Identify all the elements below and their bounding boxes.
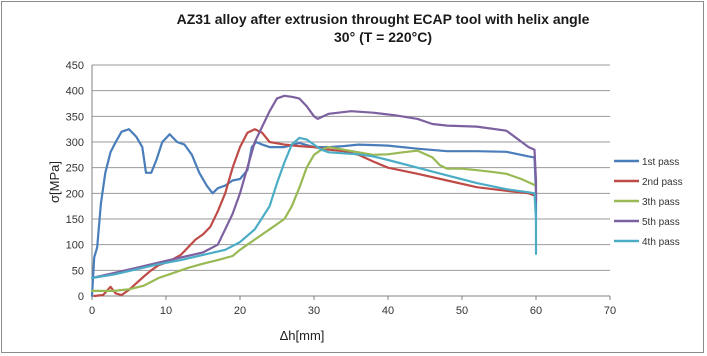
x-tick-label: 70 [604,305,616,317]
y-tick-label: 200 [66,188,84,200]
x-tick-label: 40 [382,305,394,317]
y-tick-label: 300 [66,137,84,149]
y-axis-title: σ[MPa] [47,161,62,203]
y-tick-label: 350 [66,111,84,123]
data-series [90,94,538,298]
series-line-1 [90,128,538,298]
y-tick-label: 50 [72,265,84,277]
series-line-5 [90,136,538,280]
gridlines [92,64,610,271]
x-tick-label: 20 [234,305,246,317]
legend: 1st pass 2nd pass 3th pass 5th pass 4th pass [614,157,683,248]
chart-title-line-1: AZ31 alloy after extrusion throught ECAP… [177,11,590,27]
y-tick-label: 450 [66,60,84,72]
legend-label-4: 5th pass [642,217,680,228]
axes: 0 50 100 150 200 250 300 350 400 450 0 10 20 30 40 50 60… [66,60,616,317]
series-line-3 [90,146,538,292]
legend-label-2: 2nd pass [642,177,683,188]
x-tick-label: 60 [530,305,542,317]
legend-label-5: 4th pass [642,237,680,248]
x-tick-label: 0 [89,305,95,317]
y-tick-label: 400 [66,86,84,98]
y-tick-label: 250 [66,163,84,175]
x-tick-label: 30 [308,305,320,317]
legend-label-1: 1st pass [642,157,679,168]
chart-title-line-2: 30° (T = 220°C) [334,29,432,45]
y-tick-label: 0 [78,291,84,303]
x-tick-label: 10 [160,305,172,317]
y-tick-label: 100 [66,240,84,252]
legend-label-3: 3th pass [642,197,680,208]
series-line-4 [90,94,538,280]
x-axis-title: Δh[mm] [280,328,325,343]
y-tick-label: 150 [66,214,84,226]
x-tick-label: 50 [456,305,468,317]
series-line-2 [93,128,538,298]
